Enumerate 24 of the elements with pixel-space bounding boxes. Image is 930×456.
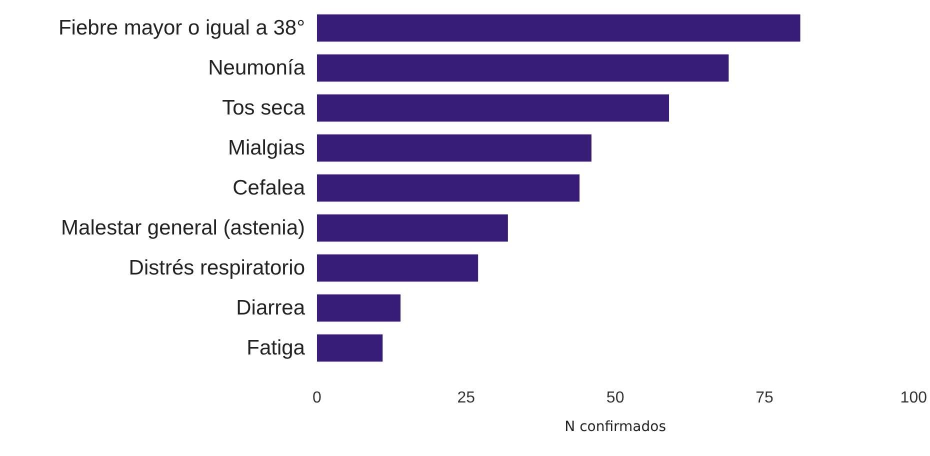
y-tick-label: Fatiga (246, 336, 306, 360)
x-tick-label: 100 (900, 390, 928, 406)
bar (317, 134, 592, 162)
bar (317, 54, 729, 82)
bar (317, 254, 478, 282)
bar (317, 14, 800, 42)
x-axis-title: N confirmados (564, 419, 666, 435)
y-tick-label: Tos seca (222, 96, 306, 120)
y-tick-label: Distrés respiratorio (128, 256, 305, 280)
x-tick-label: 75 (756, 390, 774, 406)
x-tick-label: 25 (457, 390, 476, 406)
bar (317, 294, 401, 322)
bar (317, 334, 383, 362)
x-tick-label: 0 (312, 390, 322, 406)
bar (317, 214, 508, 242)
y-tick-label: Malestar general (astenia) (61, 216, 305, 240)
y-tick-label: Neumonía (208, 56, 306, 80)
bar (317, 94, 670, 122)
y-tick-label: Mialgias (228, 136, 305, 160)
x-tick-label: 50 (606, 390, 624, 406)
y-tick-label: Diarrea (236, 296, 306, 320)
y-tick-label: Fiebre mayor o igual a 38° (58, 16, 305, 40)
bar (317, 174, 580, 202)
y-tick-label: Cefalea (232, 176, 306, 200)
